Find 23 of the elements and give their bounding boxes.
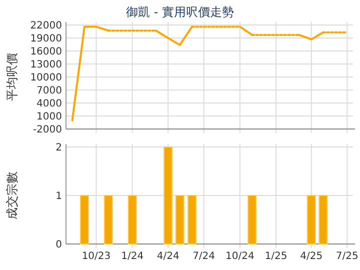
- y-tick-label: 19000: [30, 34, 62, 44]
- y-tick-label: 10000: [30, 72, 62, 84]
- y-tick-label: 1000: [36, 112, 62, 122]
- x-tick-label: 4/25: [300, 251, 323, 262]
- y-tick-label: 7000: [36, 86, 62, 96]
- x-tick-label: 1/25: [264, 251, 288, 262]
- x-tick-label: 7/25: [336, 251, 358, 262]
- x-tick-label: 4/24: [156, 251, 180, 262]
- x-tick-label: 10/24: [226, 251, 254, 262]
- chart-title: 御凱 - 實用呎價走勢: [126, 5, 234, 19]
- y-tick-label: 2: [56, 142, 62, 154]
- y-tick-label: 1: [56, 191, 62, 202]
- y-tick-label: 0: [56, 240, 62, 250]
- y-tick-label: 16000: [30, 46, 62, 58]
- y-tick-label: 4000: [36, 98, 62, 110]
- x-tick-label: 10/23: [82, 251, 111, 262]
- x-tick-label: 1/24: [121, 251, 144, 262]
- x-tick-label: 7/24: [192, 251, 216, 262]
- y-tick-label: 13000: [30, 60, 62, 70]
- y-tick-label: -2000: [32, 124, 62, 136]
- y-axis-title: 成交宗數: [5, 172, 19, 220]
- y-axis-title: 平均呎價: [5, 53, 19, 101]
- y-tick-label: 22000: [30, 20, 62, 32]
